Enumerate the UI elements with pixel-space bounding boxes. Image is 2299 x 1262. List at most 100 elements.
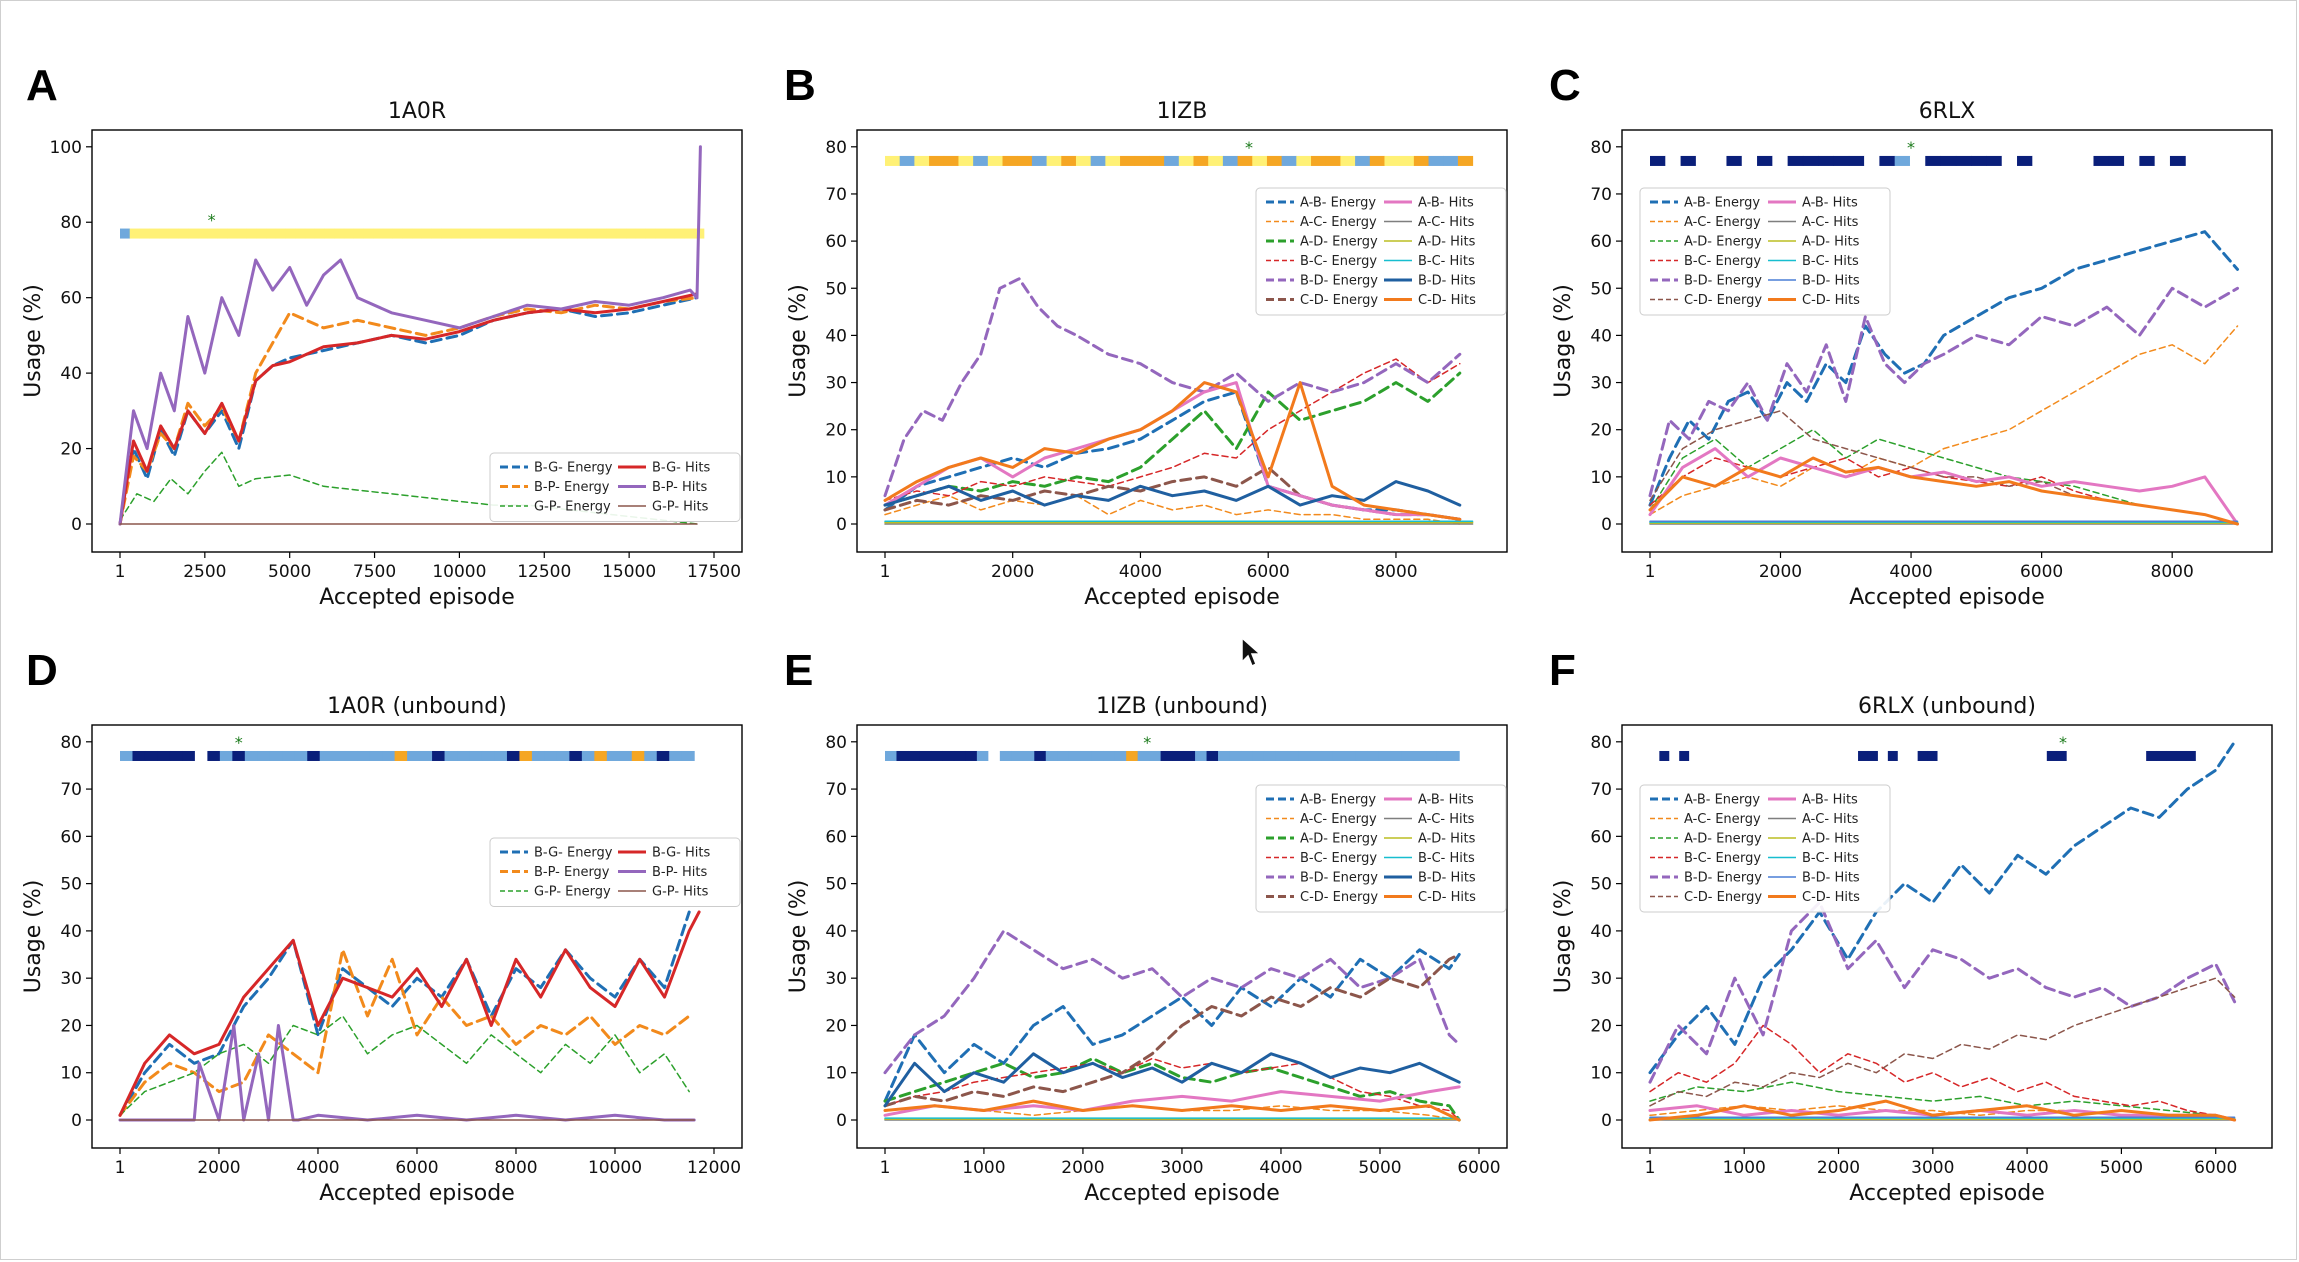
state-segment bbox=[219, 750, 233, 761]
series-line bbox=[119, 1015, 690, 1117]
state-segment bbox=[334, 228, 345, 239]
legend-label: B-D- Energy bbox=[1684, 274, 1762, 289]
state-segment bbox=[2047, 155, 2064, 166]
state-segment bbox=[120, 750, 133, 761]
state-segment bbox=[2124, 155, 2140, 166]
chart-panel-C: C 6RLX 1 2000 4000 6000 8000 0 10 20 30 40 50 60 70 80 A… bbox=[1549, 61, 2273, 610]
state-segment bbox=[1758, 750, 1770, 761]
state-segment bbox=[1986, 155, 2003, 166]
y-tick-label: 80 bbox=[60, 733, 82, 753]
state-segment bbox=[548, 228, 559, 239]
legend-label: B-D- Hits bbox=[1802, 871, 1860, 886]
legend-label: C-D- Hits bbox=[1802, 890, 1860, 905]
y-tick-label: 40 bbox=[1590, 326, 1612, 346]
state-segment bbox=[1711, 155, 1727, 166]
y-tick-label: 10 bbox=[825, 1064, 847, 1084]
state-segment bbox=[594, 750, 608, 761]
state-segment bbox=[1061, 155, 1077, 166]
state-segment bbox=[557, 228, 569, 239]
state-segment bbox=[1137, 750, 1150, 761]
state-segment bbox=[2139, 155, 2156, 166]
state-segment bbox=[1699, 750, 1710, 761]
state-segment bbox=[1787, 155, 1804, 166]
x-tick-label: 8000 bbox=[1374, 562, 1417, 582]
state-segment bbox=[1772, 155, 1789, 166]
state-segment bbox=[188, 228, 199, 239]
state-segment bbox=[392, 228, 403, 239]
state-segment bbox=[1867, 750, 1879, 761]
legend-label: G-P- Energy bbox=[534, 885, 611, 900]
y-tick-label: 30 bbox=[825, 969, 847, 989]
y-tick-label: 80 bbox=[825, 138, 847, 158]
y-tick-label: 10 bbox=[1590, 1064, 1612, 1084]
legend-label: B-P- Hits bbox=[652, 480, 707, 495]
y-tick-label: 40 bbox=[825, 922, 847, 942]
panel-letter: D bbox=[26, 646, 58, 695]
state-segment bbox=[1927, 750, 1939, 761]
state-strip bbox=[885, 750, 1460, 761]
state-segment bbox=[1384, 155, 1400, 166]
x-tick-label: 4000 bbox=[2005, 1158, 2048, 1178]
state-segment bbox=[1679, 750, 1690, 761]
state-segment bbox=[421, 228, 432, 239]
series-line bbox=[883, 953, 1461, 1108]
panel-letter: A bbox=[26, 61, 58, 110]
y-tick-label: 0 bbox=[1601, 1111, 1612, 1131]
state-segment bbox=[265, 228, 277, 239]
series-line bbox=[883, 929, 1461, 1075]
x-tick-label: 6000 bbox=[2020, 562, 2063, 582]
series-line bbox=[118, 292, 699, 526]
legend: A-B- Energy A-C- Energy A-D- Energy B-C- En… bbox=[1255, 784, 1507, 913]
y-tick-label: 70 bbox=[1590, 780, 1612, 800]
legend-label: B-P- Energy bbox=[534, 865, 610, 880]
legend-label: A-B- Hits bbox=[1418, 196, 1474, 211]
legend-label: A-C- Hits bbox=[1802, 215, 1859, 230]
plot-frame bbox=[91, 724, 743, 1149]
state-segment bbox=[217, 228, 228, 239]
y-axis-label: Usage (%) bbox=[1551, 880, 1576, 994]
state-segment bbox=[1149, 155, 1165, 166]
state-segment bbox=[1428, 155, 1444, 166]
legend-label: B-P- Hits bbox=[652, 865, 707, 880]
x-tick-label: 2500 bbox=[183, 562, 226, 582]
legend-label: B-C- Energy bbox=[1300, 851, 1377, 866]
state-segment bbox=[139, 228, 150, 239]
state-segment bbox=[469, 750, 483, 761]
state-segment bbox=[1068, 750, 1081, 761]
state-segment bbox=[1818, 155, 1835, 166]
state-strip bbox=[120, 750, 695, 761]
state-segment bbox=[158, 228, 170, 239]
state-segment bbox=[2116, 750, 2127, 761]
legend-label: B-C- Energy bbox=[1300, 254, 1377, 269]
state-segment bbox=[1237, 155, 1253, 166]
state-segment bbox=[929, 155, 945, 166]
state-segment bbox=[182, 750, 196, 761]
state-strip bbox=[120, 228, 705, 239]
legend-label: A-B- Hits bbox=[1802, 196, 1858, 211]
state-segment bbox=[1399, 155, 1415, 166]
state-segment bbox=[460, 228, 471, 239]
state-segment bbox=[907, 750, 920, 761]
state-segment bbox=[1090, 155, 1106, 166]
state-segment bbox=[569, 750, 583, 761]
state-segment bbox=[2136, 750, 2147, 761]
legend-label: A-D- Hits bbox=[1418, 235, 1476, 250]
state-segment bbox=[450, 228, 462, 239]
state-segment bbox=[509, 228, 520, 239]
state-segment bbox=[1828, 750, 1839, 761]
y-axis-label: Usage (%) bbox=[1551, 284, 1576, 398]
state-segment bbox=[544, 750, 558, 761]
series-line bbox=[1649, 410, 2239, 525]
y-tick-label: 60 bbox=[60, 289, 82, 309]
state-segment bbox=[596, 228, 608, 239]
state-segment bbox=[519, 750, 533, 761]
state-segment bbox=[457, 750, 471, 761]
series-line bbox=[1648, 1099, 2237, 1122]
state-segment bbox=[1977, 750, 1988, 761]
legend-label: A-B- Hits bbox=[1802, 793, 1858, 808]
series-line bbox=[1648, 447, 2239, 526]
state-segment bbox=[965, 750, 978, 761]
state-segment bbox=[2205, 750, 2217, 761]
plot-frame bbox=[1621, 724, 2273, 1149]
